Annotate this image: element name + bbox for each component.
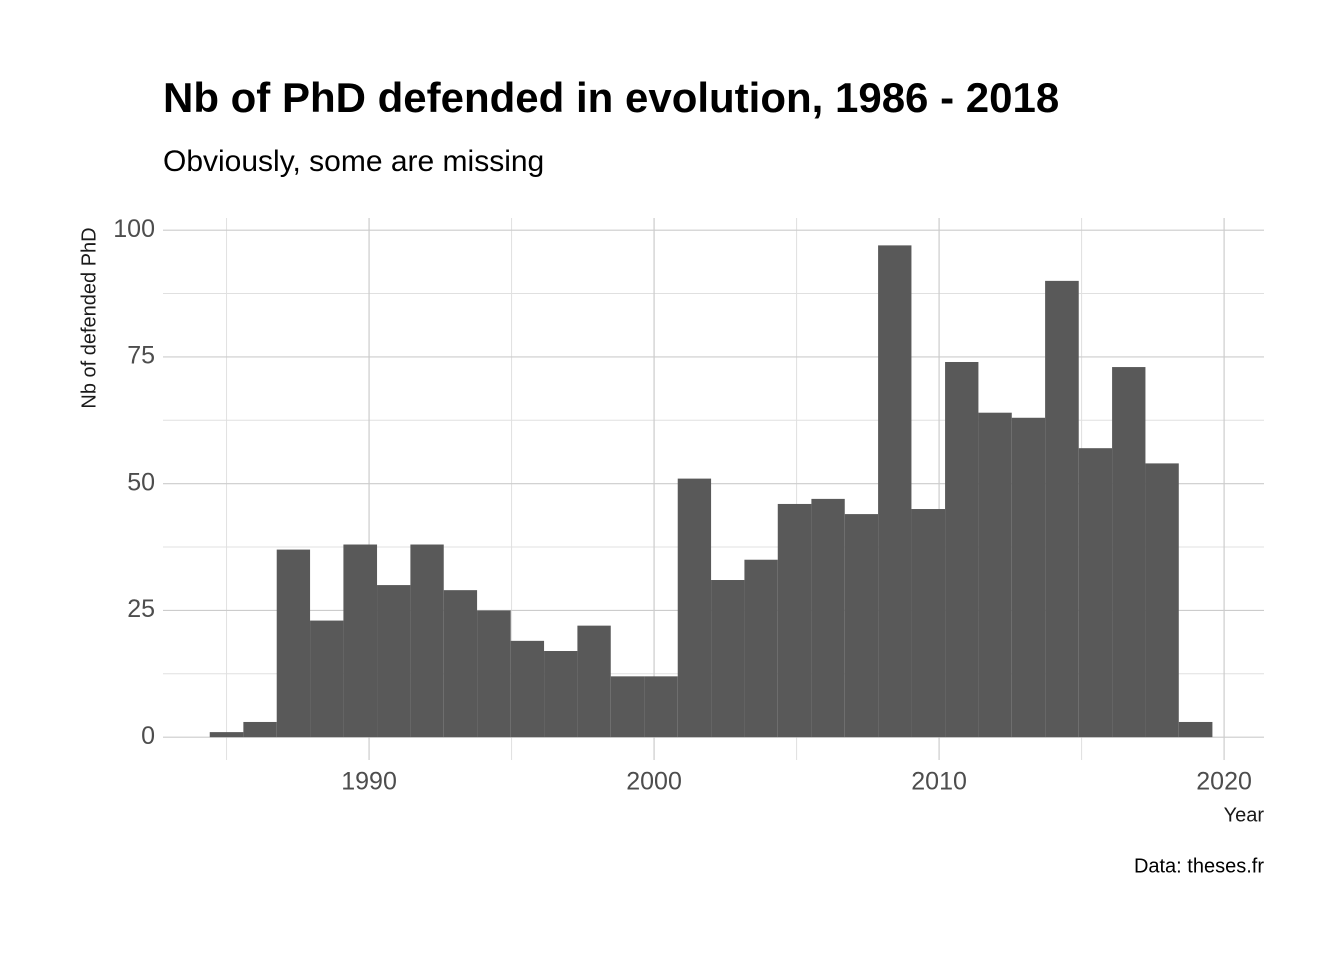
y-tick-label: 0 <box>141 722 155 750</box>
caption: Data: theses.fr <box>1134 855 1264 877</box>
chart-subtitle: Obviously, some are missing <box>163 145 544 178</box>
bar <box>377 585 411 738</box>
bar <box>310 620 344 738</box>
bar <box>744 559 778 738</box>
bar <box>911 509 946 738</box>
bar <box>878 245 912 738</box>
bar <box>644 676 678 738</box>
bar <box>410 544 444 738</box>
x-tick-label: 2000 <box>626 768 682 796</box>
bar <box>1112 367 1146 738</box>
x-tick-label: 2010 <box>911 768 967 796</box>
x-axis-title: Year <box>1224 804 1265 826</box>
bar <box>1178 721 1213 738</box>
bar <box>610 676 645 738</box>
bar <box>443 590 478 738</box>
bar <box>510 640 545 738</box>
x-tick-label: 1990 <box>341 768 397 796</box>
bar <box>1145 463 1179 738</box>
y-tick-label: 100 <box>113 215 155 243</box>
bar <box>1078 448 1113 738</box>
bar <box>544 650 578 738</box>
bar <box>343 544 378 738</box>
bar <box>811 498 845 738</box>
y-tick-label: 50 <box>127 468 155 496</box>
chart-title: Nb of PhD defended in evolution, 1986 - … <box>163 74 1059 121</box>
bar <box>945 361 979 738</box>
bars <box>209 245 1213 738</box>
bar <box>844 514 879 738</box>
bar <box>711 580 745 738</box>
bar <box>243 721 277 738</box>
bar <box>209 732 244 738</box>
bar <box>1045 280 1079 738</box>
bar <box>276 549 311 738</box>
y-axis-title: Nb of defended PhD <box>78 227 100 408</box>
y-tick-label: 75 <box>127 342 155 370</box>
bar <box>577 625 611 738</box>
y-tick-label: 25 <box>127 595 155 623</box>
bar <box>1011 417 1046 738</box>
x-tick-label: 2020 <box>1196 768 1252 796</box>
bar <box>777 503 812 738</box>
bar <box>978 412 1012 738</box>
bar <box>677 478 712 738</box>
bar <box>477 610 511 738</box>
